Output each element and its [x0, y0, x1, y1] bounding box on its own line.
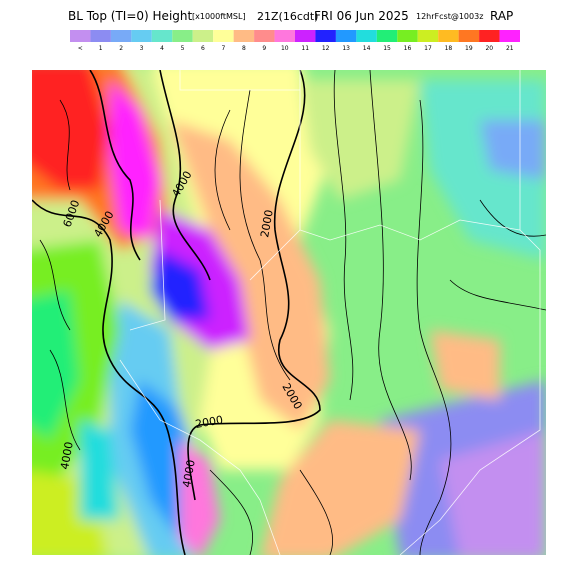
contour-label: 2000: [258, 209, 276, 239]
legend-swatch: [356, 30, 377, 42]
contours: [32, 70, 546, 555]
legend-label: 8: [242, 45, 246, 52]
legend-swatch: [192, 30, 214, 42]
legend-swatch: [254, 30, 275, 42]
legend-label: 2: [119, 45, 123, 52]
contour-label: 4000: [58, 441, 76, 471]
legend-label: 5: [181, 45, 185, 52]
legend-label: 12: [322, 45, 330, 52]
legend-swatch: [70, 30, 91, 42]
legend-label: 7: [221, 45, 225, 52]
legend-label: 3: [140, 45, 144, 52]
legend-label: 19: [465, 45, 473, 52]
legend-label: 10: [281, 45, 289, 52]
borders: [119, 70, 541, 555]
contour-label: 2000: [194, 413, 224, 431]
legend-label: 18: [445, 45, 453, 52]
legend-swatch: [295, 30, 316, 42]
legend-swatch: [397, 30, 418, 42]
legend-label: 15: [383, 45, 391, 52]
legend-swatch: [151, 30, 173, 42]
contour-label: 4000: [180, 459, 198, 489]
legend-label: <: [78, 45, 83, 52]
legend-swatch: [233, 30, 255, 42]
legend-swatch: [172, 30, 193, 42]
legend-label: 13: [342, 45, 350, 52]
legend-swatch: [479, 30, 500, 42]
title-time: 21Z(16cdt): [257, 10, 318, 23]
legend-swatch: [376, 30, 398, 42]
title-main: BL Top (TI=0) Height: [68, 9, 192, 23]
legend-label: 1: [99, 45, 103, 52]
legend-label: 11: [301, 45, 309, 52]
legend-label: 6: [201, 45, 205, 52]
legend-swatch: [458, 30, 480, 42]
legend-label: 4: [160, 45, 164, 52]
shading: [32, 70, 546, 555]
legend-swatch: [90, 30, 111, 42]
legend-swatch: [315, 30, 336, 42]
title: BL Top (TI=0) Height [x1000ftMSL] 21Z(16…: [68, 9, 513, 23]
legend-swatch: [335, 30, 357, 42]
legend-swatch: [110, 30, 132, 42]
title-forecast: 12hrFcst@1003z: [416, 12, 483, 21]
title-units: [x1000ftMSL]: [192, 12, 246, 21]
legend-label: 21: [506, 45, 514, 52]
legend-swatch: [438, 30, 459, 42]
legend-swatch: [417, 30, 439, 42]
map: 6000 4000 4000 2000 2000 2000 4000 4000: [32, 70, 546, 555]
legend-label: 17: [424, 45, 432, 52]
legend-swatch: [213, 30, 234, 42]
title-model: RAP: [490, 9, 513, 23]
legend-label: 20: [485, 45, 493, 52]
legend-swatch: [274, 30, 295, 42]
color-legend: <1 2 3 4 5 6 7 8 9 10 11 12 13 14 15 16 17 18 19 20 21: [70, 30, 520, 52]
title-date: FRI 06 Jun 2025: [314, 9, 409, 23]
legend-label: 16: [404, 45, 412, 52]
legend-label: 9: [262, 45, 266, 52]
legend-label: 14: [363, 45, 371, 52]
legend-swatch: [131, 30, 152, 42]
legend-swatch: [499, 30, 520, 42]
